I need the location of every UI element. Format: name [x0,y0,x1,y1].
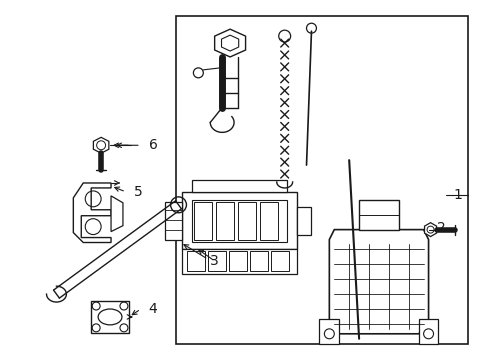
Polygon shape [418,319,438,344]
Polygon shape [296,207,311,235]
Text: 4: 4 [148,302,157,316]
Text: 1: 1 [452,188,461,202]
Bar [216,202,234,239]
Polygon shape [424,223,436,237]
Bar [187,251,205,271]
Bar [259,202,277,239]
Polygon shape [328,230,427,334]
Polygon shape [111,196,122,231]
Bar [182,249,296,274]
Bar [229,251,246,271]
Bar [182,192,296,249]
Polygon shape [93,137,109,153]
Bar [192,180,286,192]
Text: 3: 3 [210,255,219,268]
Bar [194,202,212,239]
Bar [175,16,468,344]
Bar [270,251,288,271]
Bar [91,301,129,333]
Polygon shape [319,319,339,344]
Bar [208,251,225,271]
Text: 6: 6 [148,138,157,152]
Text: 2: 2 [436,221,445,235]
Bar [192,200,286,242]
Polygon shape [214,29,245,57]
Polygon shape [73,183,111,243]
Polygon shape [221,35,238,51]
Text: 5: 5 [134,185,142,199]
Polygon shape [358,200,398,230]
Polygon shape [164,202,182,239]
Bar [249,251,267,271]
Bar [238,202,255,239]
